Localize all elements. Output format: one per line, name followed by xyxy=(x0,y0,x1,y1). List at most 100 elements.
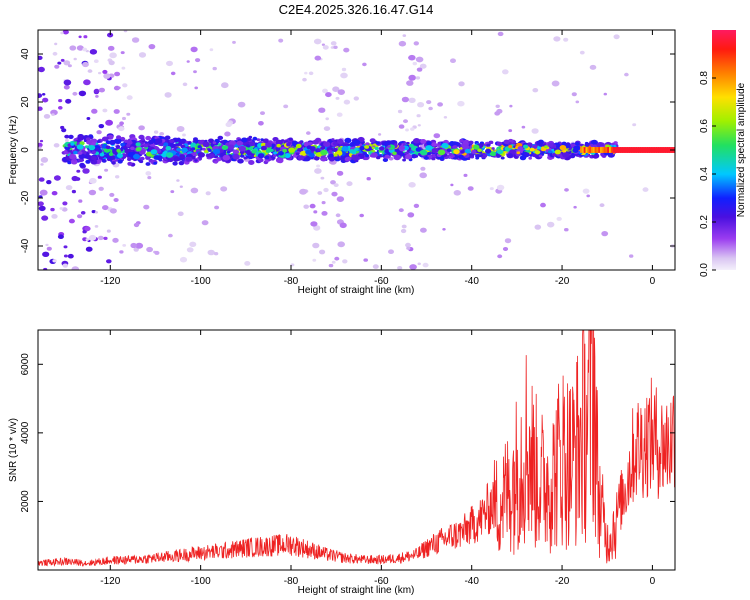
spectrogram-cell xyxy=(250,154,254,158)
spectrogram-cell xyxy=(103,73,111,79)
spectrogram-cell xyxy=(98,124,105,129)
spectrogram-cell xyxy=(118,126,125,132)
spectrogram-cell xyxy=(98,186,104,191)
spectrogram-cell xyxy=(529,154,533,157)
spectrogram-cell xyxy=(131,37,140,43)
spectrogram-cell xyxy=(271,156,276,160)
spectrogram-cell xyxy=(405,242,411,248)
spectrogram-cell xyxy=(71,175,79,182)
spectrogram-cell xyxy=(135,242,144,249)
spectrogram-cell xyxy=(53,175,61,181)
spectrogram-cell xyxy=(450,183,454,187)
spectrogram-cell xyxy=(343,99,351,105)
spectrogram-cell xyxy=(69,153,77,160)
spectrogram-cell xyxy=(62,201,68,206)
spectrogram-cell xyxy=(298,155,305,161)
spectrogram-cell xyxy=(126,143,131,148)
spectrogram-cell xyxy=(303,204,310,209)
spectrogram-y-tick-label: 0 xyxy=(20,147,31,153)
spectrogram-cell xyxy=(67,160,72,165)
spectrogram-cell xyxy=(312,242,320,249)
spectrogram-cell xyxy=(65,185,73,191)
spectrogram-cell xyxy=(63,254,68,258)
spectrogram-cell xyxy=(642,187,649,192)
spectrogram-cell xyxy=(130,242,137,249)
spectrogram-cell xyxy=(97,175,102,179)
spectrogram-cell xyxy=(88,189,97,196)
spectrogram-cell xyxy=(145,135,152,141)
spectrogram-tone-cell xyxy=(612,147,616,153)
spectrogram-cell xyxy=(280,139,285,142)
spectrogram-cell xyxy=(83,35,88,39)
spectrogram-cell xyxy=(53,143,60,148)
spectrogram-tone-cell xyxy=(643,147,647,153)
spectrogram-cell xyxy=(237,158,244,164)
spectrogram-cell xyxy=(320,176,325,180)
spectrogram-cell xyxy=(122,116,126,121)
spectrogram-cell xyxy=(108,157,113,160)
spectrogram-cell xyxy=(415,76,421,80)
spectrogram-cell xyxy=(496,141,502,146)
snr-y-tick-label: 4000 xyxy=(20,421,31,444)
spectrogram-cell xyxy=(344,137,352,144)
spectrogram-cell xyxy=(488,140,494,144)
spectrogram-cell xyxy=(528,156,532,160)
snr-series-line xyxy=(38,330,675,567)
spectrogram-cell xyxy=(359,213,365,218)
spectrogram-cell xyxy=(139,159,144,164)
spectrogram-cell xyxy=(363,258,369,262)
spectrogram-cell xyxy=(120,142,126,147)
spectrogram-cell xyxy=(86,140,92,145)
spectrogram-cell xyxy=(140,137,145,141)
spectrogram-cell xyxy=(397,266,403,270)
spectrogram-cell xyxy=(222,154,231,161)
spectrogram-cell xyxy=(314,55,322,61)
spectrogram-cell xyxy=(91,210,96,214)
spectrogram-cell xyxy=(306,131,311,135)
spectrogram-cell xyxy=(73,150,78,155)
spectrogram-cell xyxy=(349,143,354,147)
spectrogram-cell xyxy=(534,224,542,230)
spectrogram-cell xyxy=(189,241,197,247)
spectrogram-cell xyxy=(114,159,119,162)
spectrogram-cell xyxy=(116,153,123,158)
spectrogram-cell xyxy=(288,147,296,153)
spectrogram-cell xyxy=(217,143,222,146)
spectrogram-cell xyxy=(104,168,109,172)
spectrogram-cell xyxy=(400,228,407,234)
spectrogram-cell xyxy=(180,144,186,149)
spectrogram-cell xyxy=(504,238,512,244)
spectrogram-cell xyxy=(93,59,99,63)
spectrogram-cell xyxy=(452,145,458,150)
spectrogram-cell xyxy=(320,146,325,150)
spectrogram-cell xyxy=(426,152,431,155)
spectrogram-cell xyxy=(305,149,312,155)
spectrogram-cell xyxy=(491,147,495,150)
spectrogram-cell xyxy=(205,191,211,196)
spectrogram-cell xyxy=(458,81,465,87)
spectrogram-cell xyxy=(540,202,546,208)
spectrogram-cell xyxy=(632,123,637,127)
spectrogram-cell xyxy=(276,143,282,148)
spectrogram-cell xyxy=(342,259,348,264)
spectrogram-cell xyxy=(179,139,186,144)
spectrogram-cell xyxy=(378,133,382,136)
spectrogram-cell xyxy=(214,160,218,164)
spectrogram-cell xyxy=(42,93,46,96)
spectrogram-tone-cell xyxy=(648,147,652,153)
spectrogram-cell xyxy=(419,63,427,69)
spectrogram-cell xyxy=(420,227,427,233)
spectrogram-cell xyxy=(527,142,533,147)
spectrogram-cell xyxy=(228,144,235,150)
spectrogram-cell xyxy=(312,258,317,262)
spectrogram-cell xyxy=(314,168,322,174)
spectrogram-cell xyxy=(288,137,293,141)
spectrogram-cell xyxy=(519,155,527,161)
colorbar-ticks: 0.0 0.2 0.4 0.6 0.8 xyxy=(699,71,716,277)
spectrogram-cell xyxy=(109,52,117,59)
spectrogram-cell xyxy=(321,201,326,205)
spectrogram-cell xyxy=(84,145,89,149)
spectrogram-cell xyxy=(277,151,284,156)
spectrogram-cell xyxy=(90,155,97,161)
spectrogram-cell xyxy=(337,89,345,95)
